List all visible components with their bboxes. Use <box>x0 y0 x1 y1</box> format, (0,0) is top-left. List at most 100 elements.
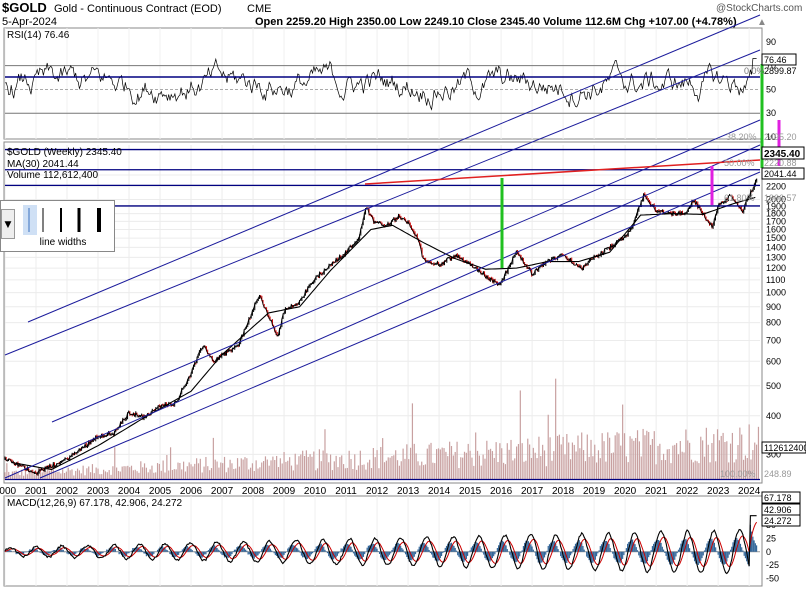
fib-618-value: 1906.57 <box>764 193 797 203</box>
trend-channel-line <box>39 171 761 479</box>
price-line <box>4 178 758 475</box>
price-tick-label: 1600 <box>766 224 786 234</box>
year-tick-label: 2015 <box>459 486 482 497</box>
year-tick-label: 2021 <box>645 486 668 497</box>
price-tick-label: 1500 <box>766 233 786 243</box>
ohlc-arrow: ▲ <box>757 17 767 28</box>
toolbox-label: line widths <box>39 237 87 248</box>
price-tick-label: 300 <box>766 449 781 459</box>
price-tick-label: 700 <box>766 336 781 346</box>
line-width-options-icon[interactable] <box>23 205 111 235</box>
chart-ohlc: Open 2259.20 High 2350.00 Low 2249.10 Cl… <box>255 16 737 28</box>
year-tick-label: 2011 <box>335 486 357 497</box>
macd-tick-label: 0 <box>766 547 771 557</box>
price-tick-label: 800 <box>766 318 781 328</box>
svg-text:76.46: 76.46 <box>764 55 787 65</box>
price-tick-label: 900 <box>766 302 781 312</box>
svg-text:67.178: 67.178 <box>764 493 792 503</box>
macd-label: MACD(12,26,9) 67.178, 42.906, 24.272 <box>7 498 183 509</box>
year-tick-label: 2001 <box>25 486 48 497</box>
price-tick-label: 1400 <box>766 242 786 252</box>
trend-channel-line <box>51 119 761 423</box>
year-tick-label: 2007 <box>211 486 234 497</box>
price-tick-label: 2200 <box>766 182 786 192</box>
chart-date: 5-Apr-2024 <box>2 16 57 28</box>
fib-38-value: 2495.20 <box>764 132 797 142</box>
rsi-fib-value: 2899.87 <box>764 66 797 76</box>
macd-readout-3: 24.272 <box>761 514 801 527</box>
year-tick-label: 2017 <box>521 486 544 497</box>
line-widths-toolbox[interactable]: ▼ line widths <box>0 200 115 252</box>
fib-100-value: 248.89 <box>764 469 792 479</box>
year-tick-label: 2018 <box>552 486 575 497</box>
macd-readout-2: 42.906 <box>761 503 801 516</box>
svg-text:112612400: 112612400 <box>764 443 806 453</box>
price-panel <box>3 141 763 484</box>
svg-text:24.272: 24.272 <box>764 516 792 526</box>
rsi-line <box>4 57 757 111</box>
price-tick-label: 1100 <box>766 275 785 285</box>
macd-layer: 7550250-25-50 <box>4 496 779 586</box>
year-tick-label: 2009 <box>273 486 296 497</box>
rsi-label: RSI(14) 76.46 <box>7 30 70 41</box>
svg-text:2041.44: 2041.44 <box>764 169 797 179</box>
price-tick-label: 400 <box>766 411 781 421</box>
red-trend-line <box>364 159 761 185</box>
chart-symbol: $GOLD <box>2 0 47 15</box>
ma-readout: 2041.44 <box>761 167 805 180</box>
trend-channel-line <box>27 14 761 323</box>
price-tick-label: 1200 <box>766 263 786 273</box>
year-tick-label: 2003 <box>87 486 110 497</box>
svg-text:42.906: 42.906 <box>764 505 792 515</box>
macd-readout-1: 67.178 <box>761 491 801 504</box>
rsi-layer: 90 70 50 30 10 <box>4 28 776 142</box>
chart-name: Gold - Continuous Contract (EOD) <box>54 3 222 15</box>
price-legend: $GOLD (Weekly) 2345.40 <box>7 147 122 158</box>
year-tick-label: 2022 <box>676 486 699 497</box>
fib-618-label: 61.80% <box>724 193 755 203</box>
rsi-tick-label: 10 <box>766 132 776 142</box>
rsi-tick-label: 70 <box>766 61 776 71</box>
macd-tick-label: 25 <box>766 533 776 543</box>
ma-legend: MA(30) 2041.44 <box>7 159 79 170</box>
year-tick-label: 2008 <box>242 486 265 497</box>
fib-50-label: 50.00% <box>724 158 755 168</box>
year-tick-label: 2002 <box>56 486 79 497</box>
volume-legend: Volume 112,612,400 <box>7 170 98 181</box>
year-tick-label: 2024 <box>738 486 761 497</box>
rsi-fib-label: 0.0% <box>744 66 765 76</box>
price-tick-label: 600 <box>766 356 781 366</box>
volume-readout: 112612400 <box>761 441 806 454</box>
rsi-readout: 76.46 <box>761 53 797 66</box>
rsi-tick-label: 30 <box>766 108 776 118</box>
year-tick-label: 2005 <box>149 486 172 497</box>
fib-50-value: 2220.88 <box>764 158 797 168</box>
price-tick-label: 2000 <box>766 194 786 204</box>
price-tick-label: 500 <box>766 381 781 391</box>
chart-exchange: CME <box>247 3 271 15</box>
macd-panel <box>3 495 763 587</box>
year-tick-label: 2020 <box>614 486 637 497</box>
year-tick-label: 2013 <box>397 486 420 497</box>
trend-channel-line <box>4 49 761 356</box>
macd-tick-label: -25 <box>766 560 779 570</box>
fib-38-label: 38.20% <box>726 132 757 142</box>
year-tick-label: 2000 <box>0 486 17 497</box>
price-readout: 2345.40 <box>761 146 805 160</box>
year-tick-label: 2012 <box>366 486 389 497</box>
year-tick-label: 2006 <box>180 486 203 497</box>
year-tick-label: 2019 <box>583 486 606 497</box>
price-tick-label: 1800 <box>766 209 786 219</box>
toolbox-dropdown-icon[interactable]: ▼ <box>1 209 15 239</box>
trend-channel-line <box>4 144 761 479</box>
svg-text:2345.40: 2345.40 <box>764 149 801 160</box>
price-layer: 2400220020001900180017001600150014001300… <box>0 145 786 497</box>
year-tick-label: 2014 <box>428 486 451 497</box>
price-tick-label: 1700 <box>766 216 786 226</box>
watermark: @StockCharts.com <box>716 3 802 14</box>
macd-tick-label: -50 <box>766 574 779 584</box>
year-tick-label: 2016 <box>490 486 513 497</box>
fib-100-label: 100.00% <box>720 469 756 479</box>
drawing-lines <box>4 14 781 481</box>
